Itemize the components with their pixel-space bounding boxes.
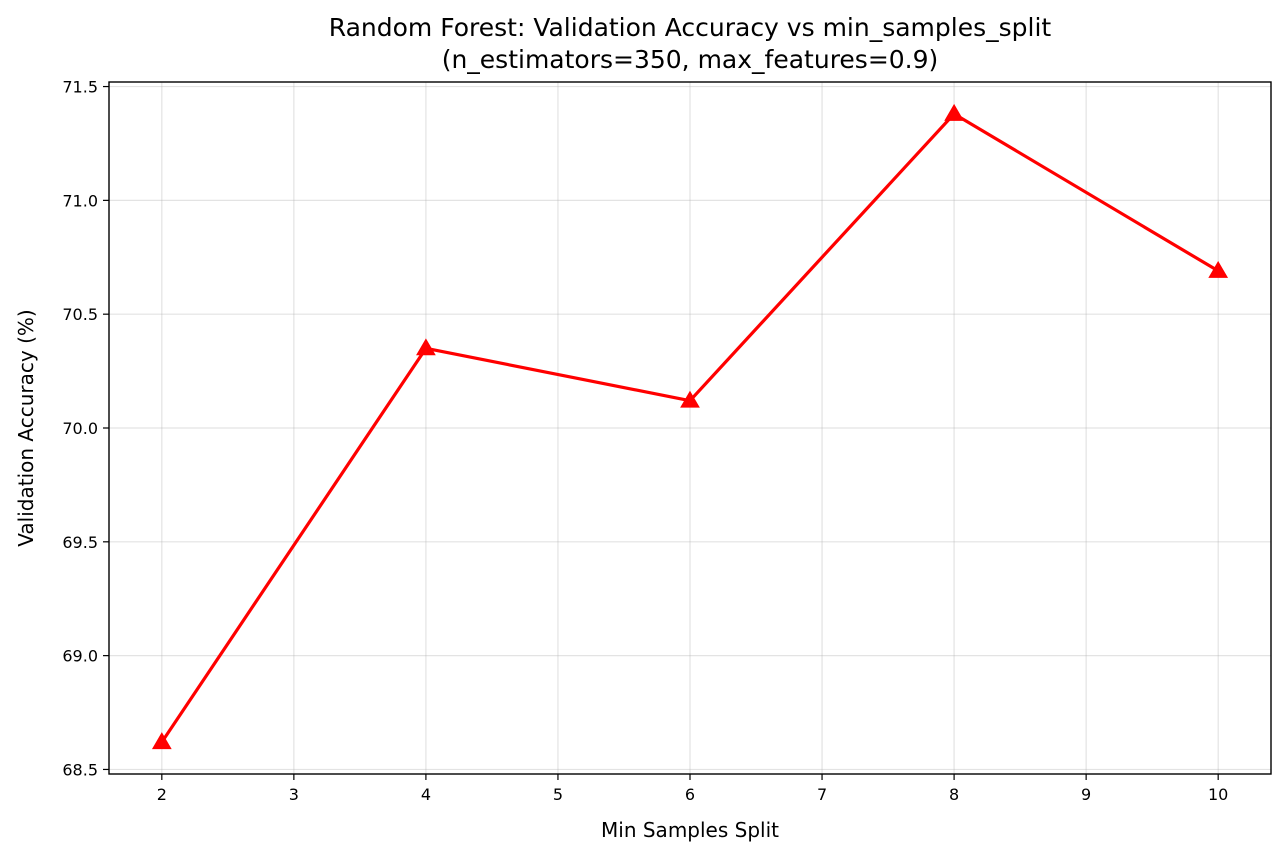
x-tick-label: 8 (949, 785, 959, 804)
x-tick-label: 9 (1081, 785, 1091, 804)
plot-frame (108, 81, 1272, 775)
axis-ticks: 2 3 4 5 6 7 8 9 10 68.5 69.0 69.5 70.0 70.5 71.0 71.5 (62, 78, 1228, 804)
data-point (416, 338, 436, 356)
x-axis-label: Min Samples Split (601, 818, 779, 842)
x-tick-label: 4 (421, 785, 431, 804)
data-point (151, 732, 172, 750)
y-tick-label: 71.0 (62, 191, 98, 210)
series-layer (151, 103, 1229, 750)
chart-title-line2: (n_estimators=350, max_features=0.9) (442, 45, 939, 74)
x-tick-label: 10 (1208, 785, 1228, 804)
grid (109, 82, 1271, 774)
x-tick-label: 5 (553, 785, 563, 804)
y-tick-label: 70.0 (62, 419, 98, 438)
y-tick-label: 69.5 (62, 533, 98, 552)
data-point (944, 103, 964, 121)
x-tick-label: 3 (289, 785, 299, 804)
x-tick-label: 7 (817, 785, 827, 804)
y-tick-label: 69.0 (62, 647, 98, 666)
y-tick-label: 71.5 (62, 78, 98, 97)
y-axis-label: Validation Accuracy (%) (14, 309, 38, 546)
data-point (1208, 260, 1229, 278)
x-tick-label: 2 (157, 785, 167, 804)
y-tick-label: 68.5 (62, 760, 98, 779)
chart-title-line1: Random Forest: Validation Accuracy vs mi… (329, 13, 1052, 42)
data-point (680, 390, 700, 408)
y-tick-label: 70.5 (62, 305, 98, 324)
x-tick-label: 6 (685, 785, 695, 804)
